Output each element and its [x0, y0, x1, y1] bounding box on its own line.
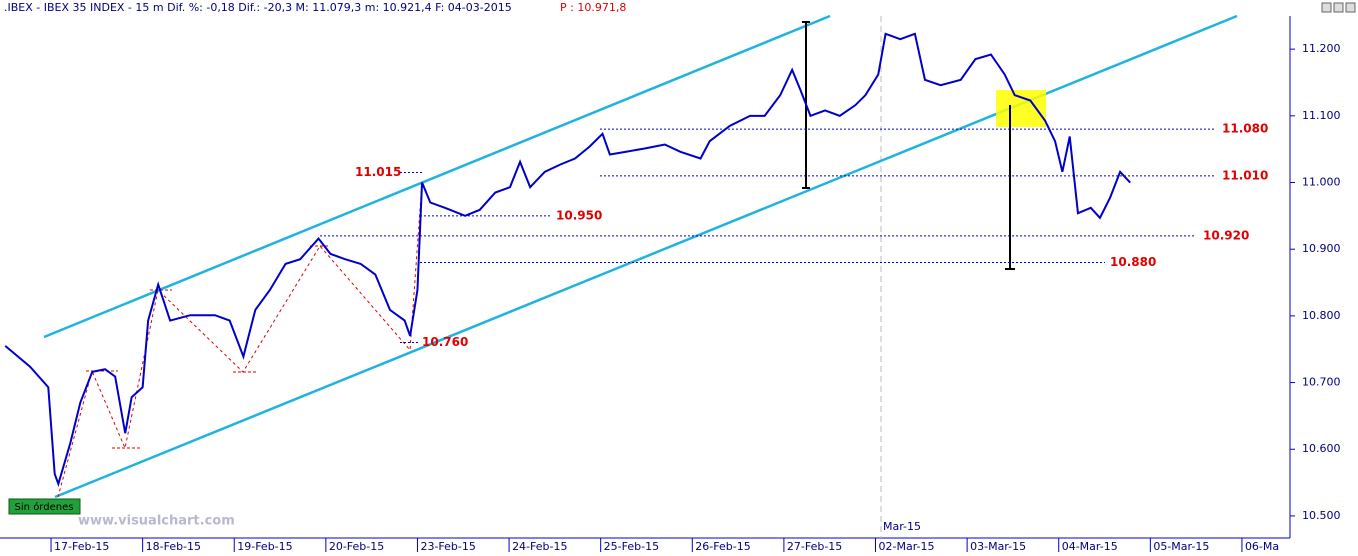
highlight-box	[996, 90, 1046, 127]
level-label: 11.080	[1222, 122, 1268, 136]
x-tick-label: 02-Mar-15	[879, 540, 935, 553]
zigzag	[57, 181, 423, 498]
period-label: Mar-15	[883, 520, 921, 533]
y-tick-label: 10.900	[1302, 242, 1341, 255]
channel-upper	[43, 14, 831, 339]
level-label: 10.880	[1110, 255, 1156, 269]
x-tick-label: 06-Ma	[1245, 540, 1279, 553]
price-label: P : 10.971,8	[560, 1, 626, 14]
y-tick-label: 10.800	[1302, 309, 1341, 322]
watermark: www.visualchart.com	[78, 514, 235, 529]
y-tick-label: 11.200	[1302, 42, 1341, 55]
x-tick-label: 20-Feb-15	[329, 540, 384, 553]
x-tick-label: 19-Feb-15	[237, 540, 292, 553]
y-tick-label: 10.700	[1302, 376, 1341, 389]
x-tick-label: 26-Feb-15	[695, 540, 750, 553]
orders-button[interactable]	[8, 498, 81, 515]
y-tick-label: 11.000	[1302, 176, 1341, 189]
close-button[interactable]	[1345, 2, 1356, 13]
orders-button-label[interactable]: Sin órdenes	[15, 501, 74, 513]
x-tick-label: 24-Feb-15	[512, 540, 567, 553]
level-label: 10.950	[556, 208, 602, 222]
level-label: 11.010	[1222, 168, 1268, 182]
level-label: 11.015	[355, 165, 401, 179]
chart-title: .IBEX - IBEX 35 INDEX - 15 m Dif. %: -0,…	[4, 1, 512, 14]
minimize-button[interactable]	[1321, 2, 1332, 13]
level-label: 10.920	[1203, 228, 1249, 242]
x-tick-label: 27-Feb-15	[787, 540, 842, 553]
y-tick-label: 10.500	[1302, 509, 1341, 522]
x-tick-label: 23-Feb-15	[420, 540, 475, 553]
x-tick-label: 18-Feb-15	[146, 540, 201, 553]
x-tick-label: 17-Feb-15	[54, 540, 109, 553]
price-line	[4, 32, 1131, 488]
maximize-button[interactable]	[1333, 2, 1344, 13]
y-tick-label: 10.600	[1302, 442, 1341, 455]
x-tick-label: 25-Feb-15	[604, 540, 659, 553]
level-label: 10.760	[422, 335, 468, 349]
y-tick-label: 11.100	[1302, 109, 1341, 122]
x-tick-label: 04-Mar-15	[1062, 540, 1118, 553]
window-buttons[interactable]	[1321, 2, 1356, 13]
x-tick-label: 05-Mar-15	[1153, 540, 1209, 553]
x-tick-label: 03-Mar-15	[970, 540, 1026, 553]
